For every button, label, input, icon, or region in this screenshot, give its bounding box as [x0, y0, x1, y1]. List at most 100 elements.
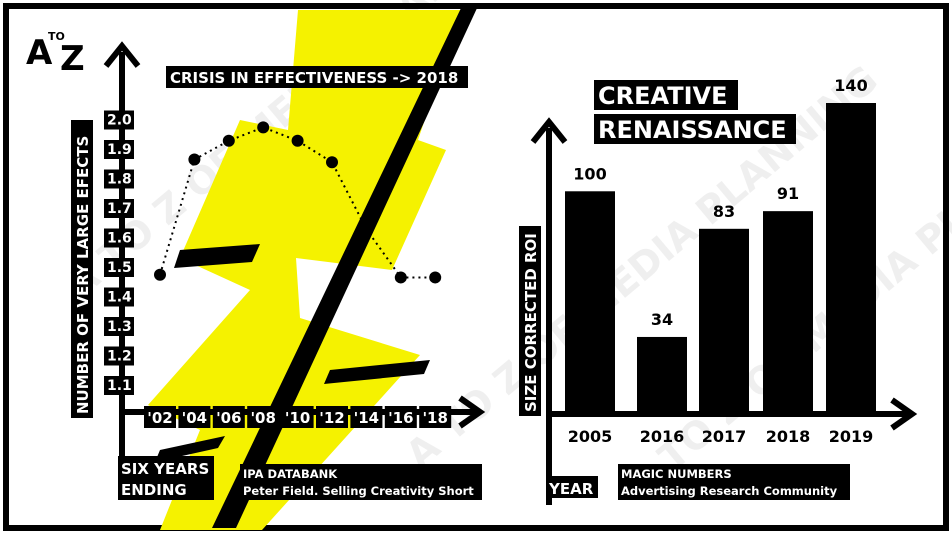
right-xcaption-box	[546, 476, 598, 498]
logo-letter-a: A	[26, 33, 53, 73]
right-xcaption: YEAR	[548, 480, 594, 498]
data-point	[154, 268, 166, 281]
x-category-label: 2005	[568, 427, 613, 446]
series-line	[159, 126, 436, 279]
data-point	[188, 153, 201, 166]
right-source-box	[618, 464, 850, 500]
bar	[565, 191, 615, 412]
left-title-box	[166, 66, 468, 88]
x-tick-label: '10	[285, 409, 310, 427]
right-axes	[530, 117, 918, 505]
bar-data-label: 140	[834, 76, 867, 95]
y-tick-label: 2.0	[107, 113, 132, 129]
right-title-box-1	[594, 80, 738, 110]
x-tick-box	[281, 406, 314, 428]
x-tick-label: '04	[182, 409, 207, 427]
y-tick-box	[104, 110, 134, 130]
y-tick-box	[104, 376, 134, 395]
left-xcaption-line1: SIX YEARS	[121, 460, 209, 478]
x-tick-box	[212, 406, 245, 428]
x-tick-box	[316, 406, 348, 428]
right-title-box-2	[594, 114, 796, 144]
left-source-line1: IPA DATABANK	[243, 467, 338, 481]
x-tick-box	[144, 406, 176, 428]
left-source-line2: Peter Field. Selling Creativity Short	[243, 484, 474, 498]
right-chart-title-line1: CREATIVE	[598, 82, 727, 110]
left-xcaption-box	[118, 456, 214, 500]
data-point	[291, 134, 304, 147]
x-tick-box	[350, 406, 383, 428]
left-y-tick-labels: 1.1 1.2 1.3 1.4 1.5 1.6 1.7 1.8 1.9 2.0	[104, 110, 134, 395]
bar-data-label: 83	[713, 202, 735, 221]
y-tick-label: 1.9	[107, 142, 132, 158]
data-point	[222, 134, 235, 147]
x-tick-label: '16	[388, 409, 413, 427]
x-tick-box	[419, 406, 452, 428]
data-point	[429, 271, 442, 284]
x-tick-label: '18	[422, 409, 447, 427]
x-category-label: 2017	[702, 427, 747, 446]
y-tick-box	[104, 228, 134, 248]
logo-letter-z: Z	[60, 39, 85, 79]
right-source-line2: Advertising Research Community	[621, 484, 838, 498]
bar	[826, 103, 876, 412]
data-point	[326, 156, 338, 169]
x-category-label: 2019	[829, 427, 874, 446]
data-point	[257, 121, 270, 134]
right-ylabel: SIZE CORRECTED ROI	[522, 233, 540, 412]
right-chart-title-line2: RENAISSANCE	[598, 116, 787, 144]
left-y-axis-arrow-icon	[103, 41, 141, 68]
right-ylabel-group: SIZE CORRECTED ROI	[519, 226, 541, 416]
logo-to: TO	[48, 30, 65, 43]
x-tick-label: '06	[216, 409, 241, 427]
y-tick-box	[104, 258, 134, 277]
x-tick-label: '08	[250, 409, 275, 427]
x-tick-label: '14	[354, 409, 379, 427]
left-x-axis-arrow-icon	[458, 395, 486, 429]
y-tick-label: 1.4	[107, 290, 132, 306]
right-ylabel-box	[519, 226, 541, 416]
bar-data-label: 91	[777, 184, 799, 203]
y-tick-box	[104, 287, 134, 307]
left-source-box	[240, 464, 482, 500]
y-tick-label: 1.8	[107, 172, 132, 188]
y-tick-label: 1.3	[107, 319, 132, 335]
x-tick-label: '12	[319, 409, 344, 427]
y-tick-box	[104, 346, 134, 366]
data-point	[394, 271, 407, 284]
right-x-axis-arrow-icon	[890, 397, 918, 431]
bolt-streak	[324, 360, 430, 384]
diagonal-band	[212, 6, 478, 528]
y-tick-label: 1.6	[107, 231, 132, 247]
right-bar-series: 100 34 83 91 140	[565, 76, 876, 412]
x-category-label: 2016	[640, 427, 685, 446]
x-tick-box	[178, 406, 211, 428]
left-ylabel-group: NUMBER OF VERY LARGE EFECTS	[71, 120, 93, 418]
bolt-streak	[155, 436, 225, 462]
bar-data-label: 34	[651, 310, 673, 329]
y-tick-label: 1.7	[107, 201, 132, 217]
bar-data-label: 100	[573, 164, 606, 183]
y-tick-label: 1.5	[107, 260, 132, 276]
left-line-series	[154, 121, 442, 284]
left-ylabel: NUMBER OF VERY LARGE EFECTS	[74, 136, 92, 414]
bar	[699, 228, 749, 412]
right-x-tick-labels: 2005 2016 2017 2018 2019	[568, 427, 874, 446]
right-source-line1: MAGIC NUMBERS	[621, 467, 732, 481]
y-tick-box	[104, 317, 134, 336]
y-tick-box	[104, 169, 134, 189]
x-category-label: 2018	[766, 427, 811, 446]
y-tick-box	[104, 140, 134, 159]
y-tick-label: 1.1	[107, 378, 132, 394]
bar	[763, 211, 813, 412]
data-point	[360, 223, 373, 236]
bar	[637, 336, 687, 412]
x-tick-box	[247, 406, 280, 428]
left-chart-title: CRISIS IN EFFECTIVENESS -> 2018	[170, 69, 458, 87]
bolt-streak	[174, 244, 260, 268]
left-x-tick-labels: '02 '04 '06 '08 '10 '12 '14 '16 '18	[144, 406, 452, 428]
x-tick-label: '02	[147, 409, 172, 427]
y-tick-box	[104, 199, 134, 218]
lightning-bolt	[148, 10, 462, 530]
